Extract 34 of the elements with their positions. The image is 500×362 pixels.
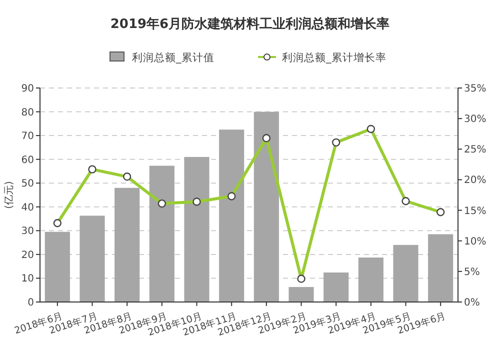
bar	[219, 130, 244, 302]
y2-tick-label: 15%	[464, 206, 486, 217]
bar	[428, 234, 454, 302]
y-tick-label: 30	[21, 226, 34, 238]
bar	[114, 188, 140, 302]
y-axis-title: (亿元)	[4, 181, 15, 209]
y-tick-label: 70	[21, 131, 34, 142]
legend-label: 利润总额_累计值	[132, 51, 214, 64]
y-tick-label: 60	[21, 154, 34, 166]
y2-tick-label: 10%	[464, 236, 486, 248]
bar	[149, 166, 174, 302]
bar	[254, 112, 279, 302]
y2-tick-label: 20%	[464, 175, 486, 186]
y-tick-label: 20	[21, 250, 34, 261]
y-tick-label: 40	[21, 202, 34, 214]
y2-tick-label: 30%	[464, 114, 486, 126]
y2-tick-label: 25%	[464, 144, 486, 156]
y2-tick-label: 35%	[464, 84, 486, 94]
y2-tick-label: 5%	[464, 266, 480, 278]
chart-title: 2019年6月防水建筑材料工业利润总额和增长率	[110, 16, 390, 32]
y-tick-label: 0	[28, 298, 34, 308]
y-tick-label: 50	[21, 178, 34, 190]
legend-label: 利润总额_累计增长率	[282, 51, 386, 64]
bar	[80, 216, 105, 302]
bar	[358, 258, 384, 302]
bar	[44, 232, 70, 302]
bar	[288, 287, 314, 302]
bar	[324, 272, 349, 302]
bar	[184, 156, 210, 302]
bar	[393, 244, 418, 302]
y2-tick-label: 0%	[464, 298, 480, 308]
y-tick-label: 80	[21, 107, 34, 118]
y-tick-label: 90	[21, 84, 34, 94]
y-tick-label: 10	[21, 274, 34, 285]
